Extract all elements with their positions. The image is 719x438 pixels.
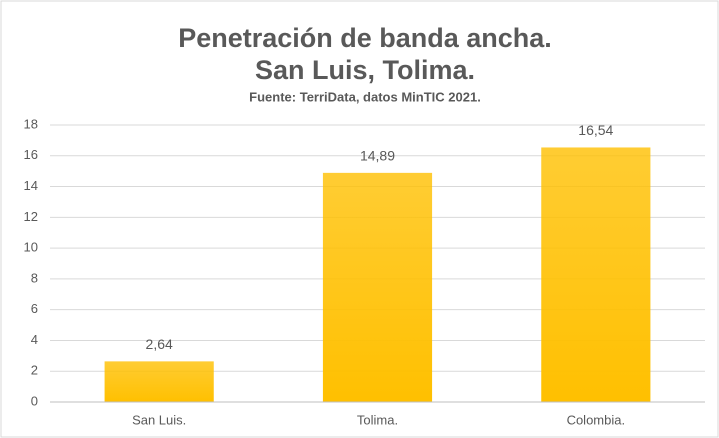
- y-tick-label: 18: [24, 116, 38, 131]
- chart-source: Fuente: TerriData, datos MinTIC 2021.: [249, 89, 481, 104]
- y-tick-label: 8: [31, 270, 38, 285]
- y-tick-label: 16: [24, 147, 38, 162]
- x-tick-label: Tolima.: [357, 412, 398, 427]
- data-label: 14,89: [360, 148, 395, 164]
- bar: [104, 361, 214, 402]
- y-tick-label: 6: [31, 301, 38, 316]
- y-tick-label: 4: [31, 332, 38, 347]
- chart-title: Penetración de banda ancha.: [178, 23, 552, 53]
- y-tick-label: 10: [24, 240, 38, 255]
- y-tick-label: 12: [24, 209, 38, 224]
- x-tick-label: Colombia.: [567, 412, 626, 427]
- chart-title-line: San Luis, Tolima.: [255, 55, 475, 85]
- data-label: 16,54: [578, 122, 613, 138]
- data-label: 2,64: [146, 336, 173, 352]
- y-tick-label: 14: [24, 178, 38, 193]
- bar: [322, 172, 433, 402]
- y-tick-label: 0: [31, 393, 38, 408]
- bar: [541, 147, 651, 402]
- x-tick-label: San Luis.: [132, 412, 186, 427]
- y-tick-label: 2: [31, 363, 38, 378]
